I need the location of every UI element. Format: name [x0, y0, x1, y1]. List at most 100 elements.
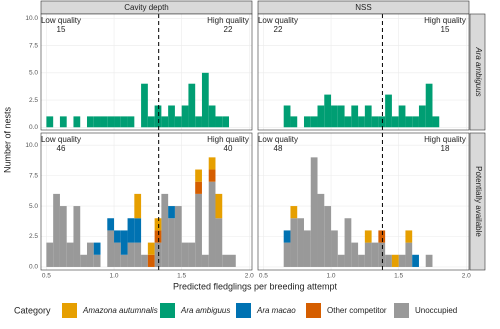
histogram-bar	[364, 242, 372, 267]
histogram-bar	[114, 242, 121, 267]
annotation: Low quality	[258, 16, 298, 25]
annotation: Low quality	[258, 135, 298, 144]
facet-strip	[469, 13, 486, 131]
histogram-bar	[405, 230, 413, 243]
x-tick-label: 1.0	[110, 273, 119, 280]
y-tick-label: 2.5	[29, 233, 38, 240]
panel-border	[257, 13, 470, 131]
annotation: High quality	[424, 16, 466, 25]
histogram-bar	[391, 254, 399, 267]
histogram-bar	[378, 116, 386, 128]
legend-label: Unoccupied	[415, 306, 457, 315]
legend-swatch	[160, 303, 175, 318]
histogram-bar	[378, 242, 386, 267]
histogram-bar	[310, 157, 318, 267]
histogram-bar	[331, 230, 338, 267]
y-tick-label: 7.5	[29, 172, 38, 179]
histogram-bar	[208, 157, 216, 170]
histogram-bar	[120, 116, 128, 128]
panel-background	[258, 14, 469, 130]
histogram-bar	[188, 242, 196, 267]
histogram-bar	[154, 218, 162, 231]
histogram-bar	[324, 206, 332, 267]
histogram-bar	[93, 254, 101, 267]
histogram-bar	[222, 254, 230, 267]
histogram-bar	[107, 230, 115, 267]
histogram-bar	[283, 105, 291, 128]
x-tick-label: 2.0	[462, 273, 471, 280]
y-tick-label: 0.0	[29, 264, 38, 271]
histogram-bar	[297, 218, 304, 267]
histogram-bar	[154, 242, 162, 267]
panel-border	[257, 132, 470, 271]
histogram-bar	[168, 105, 175, 128]
y-tick-label: 2.5	[29, 97, 38, 104]
facet-strip-label: Ara ambiguus	[474, 46, 483, 96]
panel-border	[40, 13, 253, 131]
histogram-bar	[398, 105, 406, 128]
y-tick-label: 0.0	[29, 124, 38, 131]
histogram-bar	[134, 242, 142, 267]
legend-title: Category	[14, 305, 51, 315]
histogram-bar	[378, 230, 386, 243]
histogram-bar	[303, 116, 311, 128]
histogram-bar	[215, 193, 223, 219]
histogram-bar	[195, 169, 202, 182]
histogram-bar	[46, 242, 54, 267]
y-tick-label: 5.0	[29, 70, 38, 77]
histogram-bar	[141, 254, 148, 267]
histogram-bar	[161, 116, 169, 128]
histogram-bar	[208, 105, 216, 128]
histogram-bar	[80, 254, 87, 267]
histogram-bar	[331, 105, 338, 128]
histogram-bar	[290, 218, 298, 267]
histogram-bar	[93, 242, 101, 255]
histogram-bar	[174, 116, 182, 128]
histogram-bar	[208, 181, 216, 267]
histogram-bar	[59, 116, 67, 128]
histogram-bar	[371, 242, 379, 267]
histogram-bar	[114, 230, 121, 243]
histogram-bar	[134, 218, 142, 243]
histogram-bar	[418, 105, 426, 128]
histogram-bar	[222, 116, 230, 128]
y-tick-label: 7.5	[29, 42, 38, 49]
histogram-bar	[86, 116, 94, 128]
legend-label: Ara macao	[256, 306, 296, 315]
legend-swatch	[236, 303, 251, 318]
annotation: 18	[441, 144, 450, 153]
annotation: Low quality	[41, 16, 81, 25]
histogram-bar	[432, 116, 440, 128]
legend-swatch	[62, 303, 77, 318]
histogram-bar	[73, 116, 81, 128]
histogram-bar	[127, 116, 135, 128]
histogram-bar	[53, 193, 60, 267]
histogram-bar	[147, 116, 155, 128]
histogram-bar	[181, 105, 189, 128]
histogram-bar	[195, 116, 202, 128]
histogram-bar	[405, 242, 413, 267]
legend-swatch	[306, 303, 321, 318]
histogram-bar	[201, 72, 209, 128]
histogram-bar	[229, 254, 236, 267]
histogram-bar	[283, 242, 291, 267]
legend-label: Amazona autumnalis	[82, 306, 158, 315]
histogram-bar	[215, 116, 223, 128]
histogram-bar	[412, 116, 419, 128]
x-tick-label: 0.5	[259, 273, 268, 280]
histogram-bar	[114, 116, 121, 128]
histogram-bar	[154, 105, 162, 128]
histogram-bar	[174, 206, 182, 267]
histogram-bar	[371, 116, 379, 128]
panel-border	[40, 132, 253, 271]
histogram-bar	[168, 206, 175, 219]
histogram-bar	[283, 230, 291, 243]
annotation: 15	[57, 25, 66, 34]
facet-strip	[469, 132, 486, 271]
x-tick-label: 1.0	[327, 273, 336, 280]
histogram-bar	[303, 230, 311, 267]
histogram-bar	[127, 218, 135, 243]
histogram-bar	[120, 230, 128, 255]
annotation: 48	[274, 144, 283, 153]
facet-strip-label: Potentially available	[474, 166, 483, 237]
